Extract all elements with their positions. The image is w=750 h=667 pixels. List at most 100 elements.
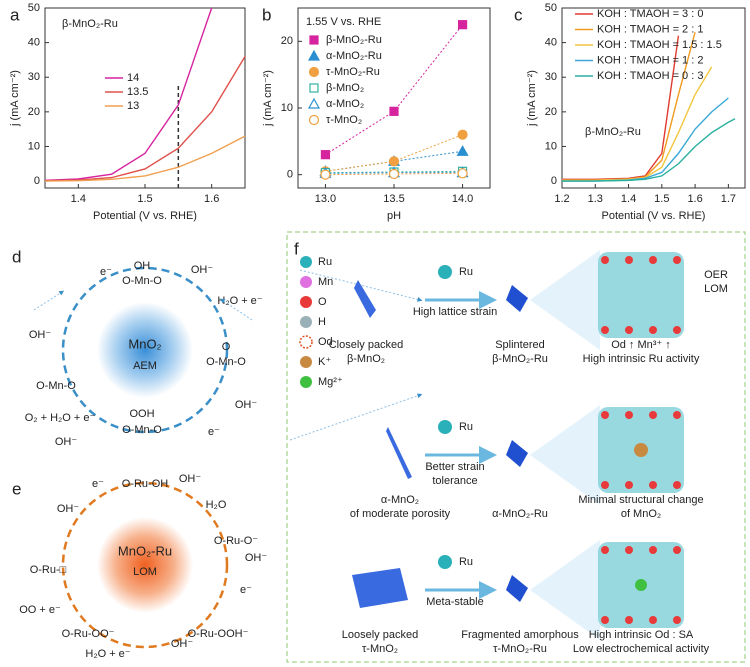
crystal (506, 440, 528, 467)
x-tick-label: 14.0 (452, 193, 473, 205)
label: β-MnO₂ (347, 353, 385, 365)
legend-atom (300, 356, 312, 368)
k-ion (634, 443, 648, 457)
label: Meta-stable (426, 596, 483, 608)
label: H₂O + e⁻ (85, 648, 130, 660)
legend-label: KOH : TMAOH = 1 : 2 (597, 54, 703, 66)
label: Minimal structural change (578, 494, 703, 506)
ru-atom (438, 265, 452, 279)
crystal (354, 280, 376, 318)
label: O₂ + H₂O + e⁻ (25, 412, 96, 424)
label: OO + e⁻ (19, 604, 61, 616)
label: Ru (459, 266, 473, 278)
o-site (649, 411, 657, 419)
lom-cycle (61, 481, 229, 649)
legend-atom (300, 296, 312, 308)
y-tick-label: 20 (28, 106, 40, 118)
o-site (625, 411, 633, 419)
zoom-beam (530, 250, 600, 350)
label: O (318, 296, 327, 308)
o-site (649, 481, 657, 489)
label: Loosely packed (342, 629, 418, 641)
crystal (506, 285, 528, 312)
y-axis-label: j (mA cm⁻²) (526, 70, 538, 127)
label: OH⁻ (179, 473, 202, 485)
aem-glow (97, 302, 193, 398)
label: O-Ru-OO⁻ (62, 628, 115, 640)
crystal (352, 568, 408, 608)
label: OOH (129, 408, 154, 420)
legend-label: KOH : TMAOH = 0 : 3 (597, 70, 703, 82)
label: β-MnO₂-Ru (62, 18, 118, 30)
label: OH⁻ (235, 399, 258, 411)
legend-label: KOH : TMAOH = 1.5 : 1.5 (597, 39, 722, 51)
o-site (625, 481, 633, 489)
o-site (625, 616, 633, 624)
x-tick-label: 1.5 (137, 193, 152, 205)
label: α-MnO₂-Ru (492, 508, 548, 520)
label: of MnO₂ (621, 508, 661, 520)
crystal (506, 575, 528, 602)
label: 1.55 V vs. RHE (306, 16, 381, 28)
y-tick-label: 20 (281, 35, 293, 47)
data-point (320, 150, 331, 160)
label: e⁻ (92, 478, 104, 490)
label: OER (704, 269, 728, 281)
label: High lattice strain (413, 306, 497, 318)
y-tick-label: 20 (545, 106, 557, 118)
label: tolerance (432, 475, 477, 487)
label: Low electrochemical activity (573, 643, 710, 655)
y-tick-label: 0 (287, 169, 293, 181)
label: Ru (459, 421, 473, 433)
legend-label: τ-MnO₂-Ru (326, 66, 380, 78)
structure (598, 252, 684, 338)
label: MnO₂-Ru (118, 543, 172, 558)
o-site (673, 411, 681, 419)
label: O-Ru-O⁻ (214, 535, 259, 547)
label: O-Mn-O (122, 275, 162, 287)
label: of moderate porosity (350, 508, 451, 520)
label: O-Mn-O (36, 380, 76, 392)
label: O-Ru-OH (122, 478, 169, 490)
label: LOM (704, 283, 728, 295)
y-tick-label: 0 (551, 175, 557, 187)
y-tick-label: 10 (281, 102, 293, 114)
series-line (44, 56, 246, 182)
label: c (514, 5, 523, 24)
legend-atom (300, 316, 312, 328)
label: Od ↑ Mn³⁺ ↑ (611, 339, 671, 351)
o-site (601, 326, 609, 334)
label: Potential (V vs. RHE) (93, 210, 197, 222)
legend-label: 14 (127, 72, 139, 84)
legend-swatch (307, 49, 321, 61)
x-tick-label: 1.6 (687, 193, 702, 205)
label: e (12, 479, 21, 498)
legend-atom (300, 256, 312, 268)
y-tick-label: 50 (28, 2, 40, 14)
label: O (222, 341, 231, 353)
data-point (456, 145, 469, 156)
legend-label: α-MnO₂-Ru (326, 50, 382, 62)
legend-label: 13 (127, 100, 139, 112)
label: Fragmented amorphous (461, 629, 579, 641)
o-site (601, 411, 609, 419)
label: e⁻ (240, 584, 252, 596)
aem-cycle (61, 266, 229, 434)
series-line (562, 66, 713, 182)
label: τ-MnO₂-Ru (493, 643, 547, 655)
data-point (388, 156, 400, 167)
y-tick-label: 50 (545, 2, 557, 14)
crystal (386, 427, 412, 479)
o-site (673, 481, 681, 489)
data-point (388, 168, 400, 180)
y-tick-label: 10 (28, 140, 40, 152)
x-tick-label: 1.5 (654, 193, 669, 205)
lom-glow (97, 517, 193, 613)
legend-label: KOH : TMAOH = 2 : 1 (597, 23, 703, 35)
legend-atom (299, 335, 313, 349)
data-point (457, 129, 468, 140)
label: d (12, 247, 21, 266)
label: Better strain (425, 461, 484, 473)
label: Mg²⁺ (318, 376, 343, 388)
